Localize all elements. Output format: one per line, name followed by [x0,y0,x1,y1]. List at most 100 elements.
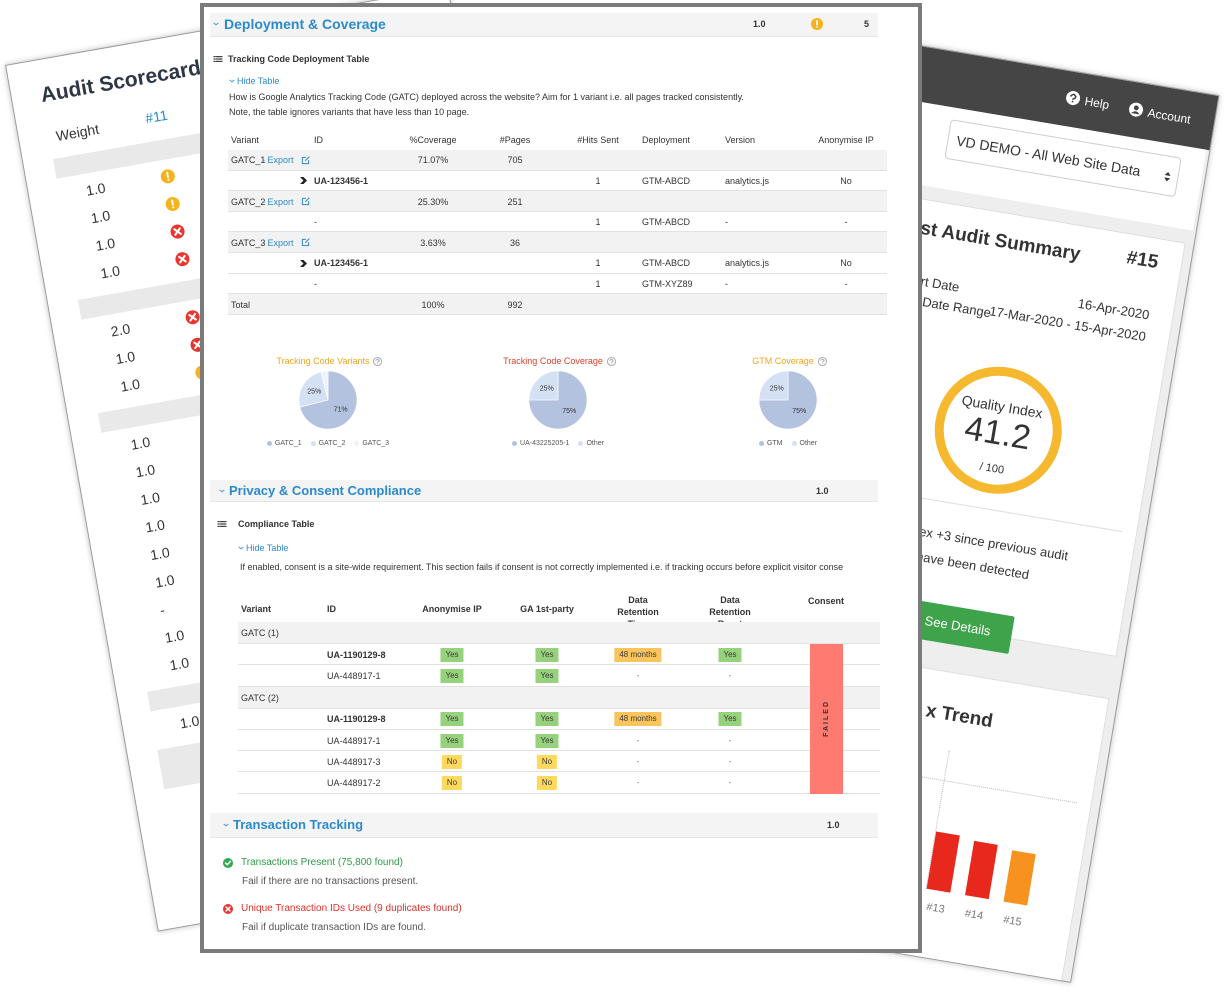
cell-id: - [314,278,317,289]
slice-label: 75% [562,408,576,415]
cell-anonymise: Yes [440,647,464,662]
icon-shape [819,358,825,363]
column-label: Weight [54,120,101,145]
cell-id: UA-1190129-8 [327,714,386,725]
list-icon [217,521,227,528]
cell-variant: GATC_3 [231,237,266,248]
icon-shape [224,860,232,866]
caret-icon [213,22,219,26]
cell-first_party: Yes [535,668,559,683]
section-header [210,813,878,838]
pie-slice [320,370,329,401]
table-row [238,644,880,666]
icon-shape [1066,91,1081,106]
column-header: Deployment [642,135,691,145]
icon-shape [299,259,307,267]
icon-stroke [225,906,231,912]
legend: GATC_1 GATC_2 GATC_3 [218,440,438,447]
check-description: Fail if there are no transactions presen… [242,876,419,887]
chev-icon [299,259,307,267]
weight-value: 1.0 [178,712,201,732]
table-title: Tracking Code Deployment Table [228,54,370,64]
weight-value: 1.0 [119,375,142,395]
x-tick-label: #13 [925,901,946,916]
column-header: ID [314,135,323,145]
legend-swatch [791,441,797,446]
check-title: Unique Transaction IDs Used (9 duplicate… [241,903,462,914]
cell-version: analytics.js [725,175,770,186]
export-link[interactable]: - Export [262,155,294,166]
table-row [238,773,880,794]
icon-shape [372,356,383,366]
cell-anonymise: No [441,754,463,769]
cell-deployment: GTM-ABCD [642,217,690,228]
cell-anonymise: No [840,175,852,186]
table-row [228,212,887,233]
group-row [238,622,880,644]
section-title[interactable]: Privacy & Consent Compliance [229,483,422,498]
icon-shape [213,22,219,26]
weight-value: 1.0 [139,488,162,508]
table-row [238,730,880,752]
legend-label: GATC_1 [274,440,302,447]
cell-retention_reset: Yes [718,647,742,662]
cell-retention_reset: - [728,670,732,680]
help-icon [606,356,616,366]
column-header: Anonymise IP [422,604,482,614]
weight-value: 2.0 [109,320,132,340]
section-title[interactable]: Transaction Tracking [233,817,364,832]
cell-anonymise: No [840,258,852,269]
summary-panel: Help Account VD DEMO - All Web Site Data st… [681,30,1220,983]
cell-deployment: GTM-ABCD [642,258,690,269]
warn-icon [165,196,180,211]
icon-shape [821,362,823,364]
section-title[interactable]: Deployment & Coverage [224,16,386,32]
group-row [238,686,880,709]
table-row [228,232,887,253]
pie-slice [528,370,559,401]
icon-shape [1131,111,1140,115]
legend-swatch [512,441,518,446]
section-score: 5 [864,19,870,29]
weight-value: 1.0 [153,571,176,591]
column-header: ID [327,604,336,614]
icon-shape [223,823,229,827]
caret-icon [219,489,225,493]
legend-label: GATC_2 [318,440,346,447]
section-weight: 1.0 [816,486,829,496]
cell-retention_reset: - [728,756,732,766]
chart-title: Tracking Code Variants [276,356,370,366]
toggle-link[interactable]: Hide Table [246,543,289,553]
table-row [228,191,887,212]
icon-shape [608,358,614,363]
cell-first_party: No [536,754,558,769]
report-panel: Deployment & Coverage 1.0 5 Tracking Code D… [200,3,922,953]
column-header: #Hits Sent [577,135,619,145]
audit-number: #11 [144,106,169,127]
cell-hits: 1 [595,175,601,186]
legend-label: Other [799,440,818,447]
weight-value: 1.0 [148,543,171,564]
cell-version: analytics.js [725,258,770,269]
legend-item: GTM [758,440,783,447]
cell-pages: 992 [507,299,523,310]
cell-variant: GATC_1 [231,155,266,166]
help-icon [372,356,383,366]
toggle-link[interactable]: Hide Table [237,76,280,86]
cell-retention_time: 48 months [614,647,662,662]
icon-stroke [194,340,201,350]
cell-anonymise: Yes [440,712,464,727]
scorecard-panel: Audit Scorecard Weight #11 1.0 1.0 1.0 1.0 2.0 1… [5,0,601,932]
export-link[interactable]: - Export [262,196,294,207]
ext-icon [301,197,310,206]
legend-item: GATC_2 [310,440,346,447]
check-description: Fail if duplicate transaction IDs are fo… [242,922,426,933]
slice-label: 71% [334,407,348,414]
export-link[interactable]: - Export [262,237,294,248]
icon-stroke [179,254,186,264]
slice-label: 75% [792,408,806,415]
pass-icon [223,858,233,868]
icon-shape [1133,105,1139,111]
updown-icon [1164,171,1171,182]
legend-swatch [266,441,272,446]
